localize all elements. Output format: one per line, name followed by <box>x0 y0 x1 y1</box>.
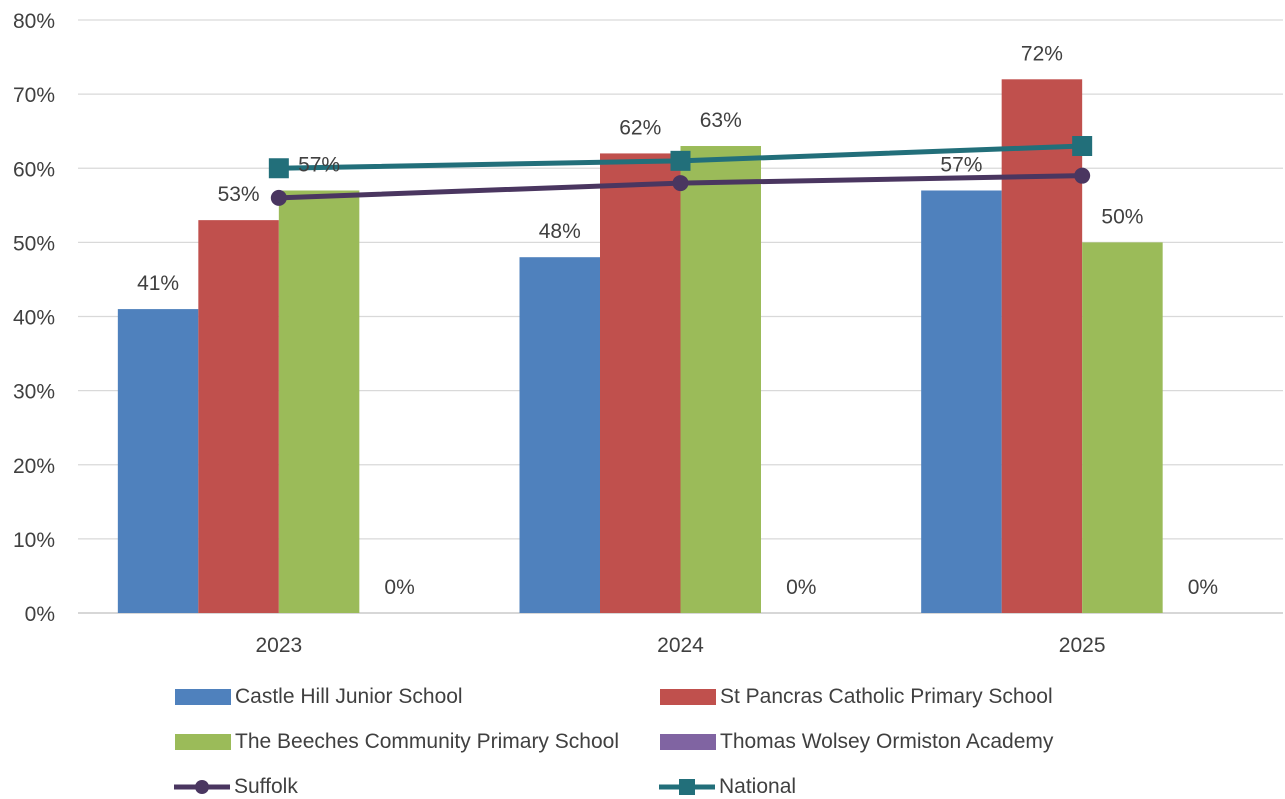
data-label-castle-hill-junior-school: 41% <box>137 272 179 295</box>
marker-national <box>670 150 691 171</box>
y-tick-label: 80% <box>13 10 55 33</box>
x-tick-label: 2023 <box>255 634 302 657</box>
bar-the-beeches-community-primary-school <box>1082 242 1163 613</box>
marker-national <box>1072 136 1093 157</box>
marker-suffolk <box>1074 167 1091 184</box>
y-tick-label: 40% <box>13 307 55 330</box>
legend-label-the-beeches: The Beeches Community Primary School <box>235 730 619 753</box>
bar-st-pancras-catholic-primary-school <box>198 220 279 613</box>
marker-suffolk <box>672 175 689 192</box>
data-label-castle-hill-junior-school: 57% <box>940 153 982 176</box>
y-tick-label: 50% <box>13 232 55 255</box>
y-tick-label: 20% <box>13 455 55 478</box>
y-tick-label: 30% <box>13 381 55 404</box>
chart-plot-area: 0% 10% 20% 30% 40% 50% 60% 70% 80% 2023 2024 2025 41… <box>13 10 1283 657</box>
data-label-thomas-wolsey-ormiston-academy: 0% <box>786 576 816 599</box>
legend-item-suffolk: Suffolk <box>172 775 298 799</box>
bar-the-beeches-community-primary-school <box>680 146 761 613</box>
legend-item-national: National <box>657 775 796 799</box>
legend-label-national: National <box>719 775 797 798</box>
data-label-st-pancras-catholic-primary-school: 72% <box>1021 42 1063 65</box>
bar-st-pancras-catholic-primary-school <box>1001 79 1083 614</box>
x-tick-label: 2025 <box>1059 634 1106 657</box>
legend-swatch-suffolk <box>174 780 230 794</box>
data-label-the-beeches-community-primary-school: 63% <box>700 109 742 132</box>
data-label-thomas-wolsey-ormiston-academy: 0% <box>1188 576 1218 599</box>
data-label-the-beeches-community-primary-school: 57% <box>298 153 340 176</box>
y-tick-label: 70% <box>13 84 55 107</box>
data-label-st-pancras-catholic-primary-school: 53% <box>218 183 260 206</box>
bar-castle-hill-junior-school <box>519 257 600 613</box>
legend-label-thomas-wolsey: Thomas Wolsey Ormiston Academy <box>720 730 1054 753</box>
legend-swatch-castle-hill <box>175 689 231 705</box>
y-tick-label: 60% <box>13 158 55 181</box>
y-tick-label: 0% <box>25 603 55 626</box>
bar-the-beeches-community-primary-school <box>278 190 360 614</box>
legend-item-the-beeches: The Beeches Community Primary School <box>175 730 619 754</box>
bar-castle-hill-junior-school <box>117 309 199 613</box>
legend-item-castle-hill: Castle Hill Junior School <box>175 685 463 709</box>
x-tick-label: 2024 <box>657 634 704 657</box>
marker-suffolk <box>270 189 287 206</box>
legend-item-st-pancras: St Pancras Catholic Primary School <box>660 685 1053 709</box>
data-label-thomas-wolsey-ormiston-academy: 0% <box>384 576 414 599</box>
data-label-the-beeches-community-primary-school: 50% <box>1101 205 1143 228</box>
bar-castle-hill-junior-school <box>921 190 1002 614</box>
legend-swatch-national <box>659 779 715 795</box>
legend-label-suffolk: Suffolk <box>234 775 298 798</box>
legend-label-castle-hill: Castle Hill Junior School <box>235 685 463 708</box>
data-label-st-pancras-catholic-primary-school: 62% <box>619 116 661 139</box>
y-tick-label: 10% <box>13 529 55 552</box>
bar-st-pancras-catholic-primary-school <box>600 153 681 614</box>
legend-swatch-thomas-wolsey <box>660 734 716 750</box>
legend-swatch-st-pancras <box>660 689 716 705</box>
chart-legend: Castle Hill Junior School St Pancras Cat… <box>0 675 1285 798</box>
legend-swatch-the-beeches <box>175 734 231 750</box>
legend-label-st-pancras: St Pancras Catholic Primary School <box>720 685 1053 708</box>
legend-item-thomas-wolsey: Thomas Wolsey Ormiston Academy <box>660 730 1053 754</box>
data-label-castle-hill-junior-school: 48% <box>539 220 581 243</box>
marker-national <box>268 158 289 179</box>
